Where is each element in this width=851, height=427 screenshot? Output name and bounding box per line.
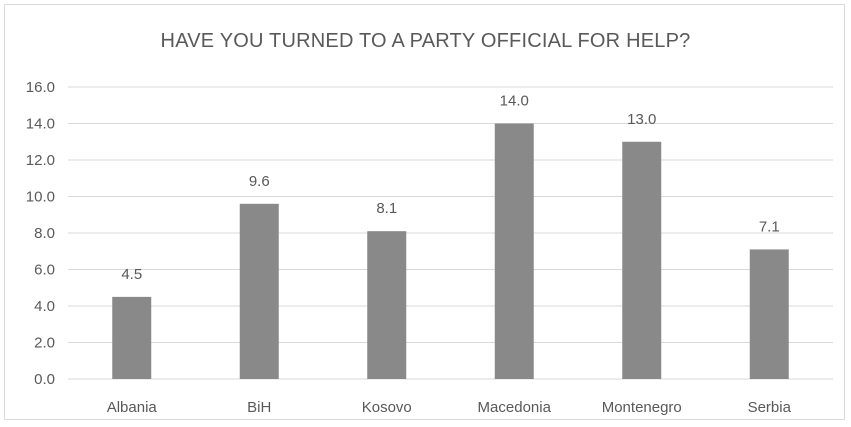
y-axis-ticks: 0.0 2.0 4.0 6.0 8.0 10.0 12.0 14.0 16.0 (26, 79, 55, 388)
category-label: Kosovo (362, 399, 412, 416)
y-tick-label: 12.0 (26, 152, 55, 169)
category-label: BiH (247, 399, 271, 416)
y-tick-label: 0.0 (34, 371, 55, 388)
category-labels: Albania BiH Kosovo Macedonia Montenegro Serbi… (107, 399, 792, 416)
data-label: 14.0 (500, 93, 529, 110)
y-tick-label: 2.0 (34, 335, 55, 352)
category-label: Montenegro (602, 399, 682, 416)
bar-bih (239, 203, 279, 379)
category-label: Albania (107, 399, 158, 416)
bars (112, 123, 789, 379)
y-tick-label: 14.0 (26, 116, 55, 133)
bar-macedonia (494, 123, 534, 379)
y-tick-label: 4.0 (34, 298, 55, 315)
y-tick-label: 10.0 (26, 189, 55, 206)
y-tick-label: 8.0 (34, 225, 55, 242)
bar-albania (112, 296, 152, 379)
data-label: 4.5 (121, 266, 142, 283)
y-tick-label: 6.0 (34, 262, 55, 279)
data-label: 8.1 (376, 200, 397, 217)
data-label: 13.0 (627, 111, 656, 128)
data-label: 9.6 (249, 173, 270, 190)
data-label: 7.1 (759, 218, 780, 235)
grid-lines (68, 86, 833, 380)
bar-serbia (749, 249, 789, 379)
y-tick-label: 16.0 (26, 79, 55, 96)
data-labels: 4.5 9.6 8.1 14.0 13.0 7.1 (121, 93, 779, 283)
bar-kosovo (367, 231, 407, 379)
chart-title: HAVE YOU TURNED TO A PARTY OFFICIAL FOR … (160, 30, 691, 52)
category-label: Serbia (748, 399, 792, 416)
bar-montenegro (622, 141, 662, 379)
category-label: Macedonia (478, 399, 552, 416)
